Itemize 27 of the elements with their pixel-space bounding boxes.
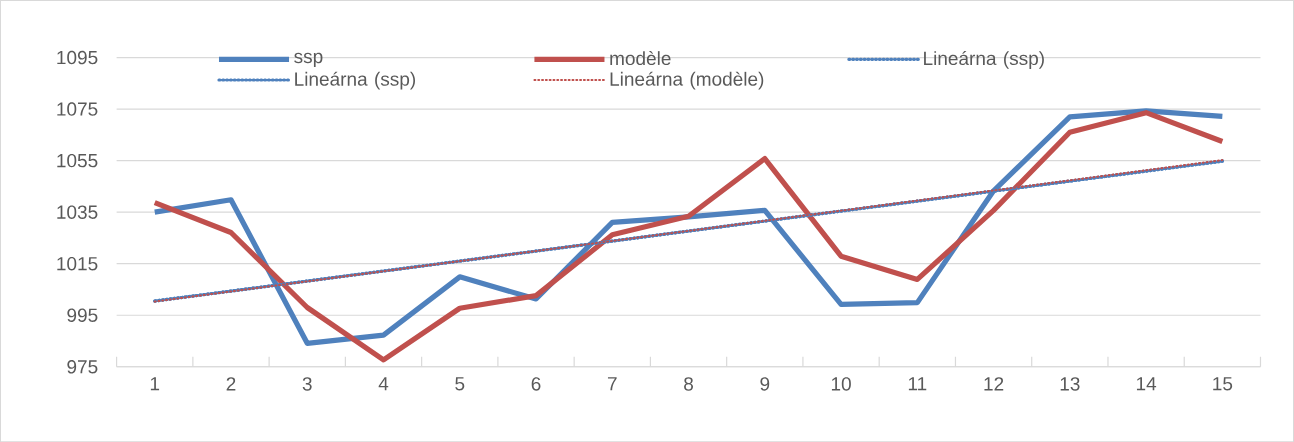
x-tick-label: 1 bbox=[150, 377, 160, 391]
y-tick-label: 1095 bbox=[57, 50, 98, 65]
x-tick-label: 8 bbox=[684, 377, 694, 391]
x-tick-label: 2 bbox=[226, 377, 236, 391]
y-tick-label: 995 bbox=[67, 308, 98, 322]
y-tick-label: 1055 bbox=[57, 153, 98, 168]
y-tick-label: 1015 bbox=[57, 256, 98, 271]
x-tick-label: 15 bbox=[1213, 377, 1233, 391]
x-tick-label: 11 bbox=[908, 377, 927, 391]
legend-label: ssp bbox=[294, 52, 323, 67]
legend-label: Lineárna (modèle) bbox=[610, 71, 764, 90]
x-tick-label: 3 bbox=[302, 377, 312, 391]
legend-label: Lineárna (ssp) bbox=[295, 71, 416, 90]
x-tick-label: 9 bbox=[760, 377, 770, 391]
y-tick-label: 1075 bbox=[57, 102, 98, 116]
x-tick-label: 14 bbox=[1136, 377, 1157, 391]
y-tick-label: 975 bbox=[67, 359, 98, 374]
x-tick-label: 5 bbox=[455, 377, 465, 391]
x-tick-label: 12 bbox=[984, 377, 1004, 391]
x-tick-label: 10 bbox=[831, 377, 851, 391]
x-tick-label: 6 bbox=[531, 377, 541, 391]
y-tick-label: 1035 bbox=[57, 205, 98, 219]
x-tick-label: 13 bbox=[1060, 377, 1080, 391]
legend-label: modèle bbox=[610, 50, 671, 65]
x-tick-label: 7 bbox=[607, 377, 617, 391]
legend-label: Lineárna (ssp) bbox=[924, 50, 1044, 69]
x-tick-label: 4 bbox=[378, 377, 389, 391]
